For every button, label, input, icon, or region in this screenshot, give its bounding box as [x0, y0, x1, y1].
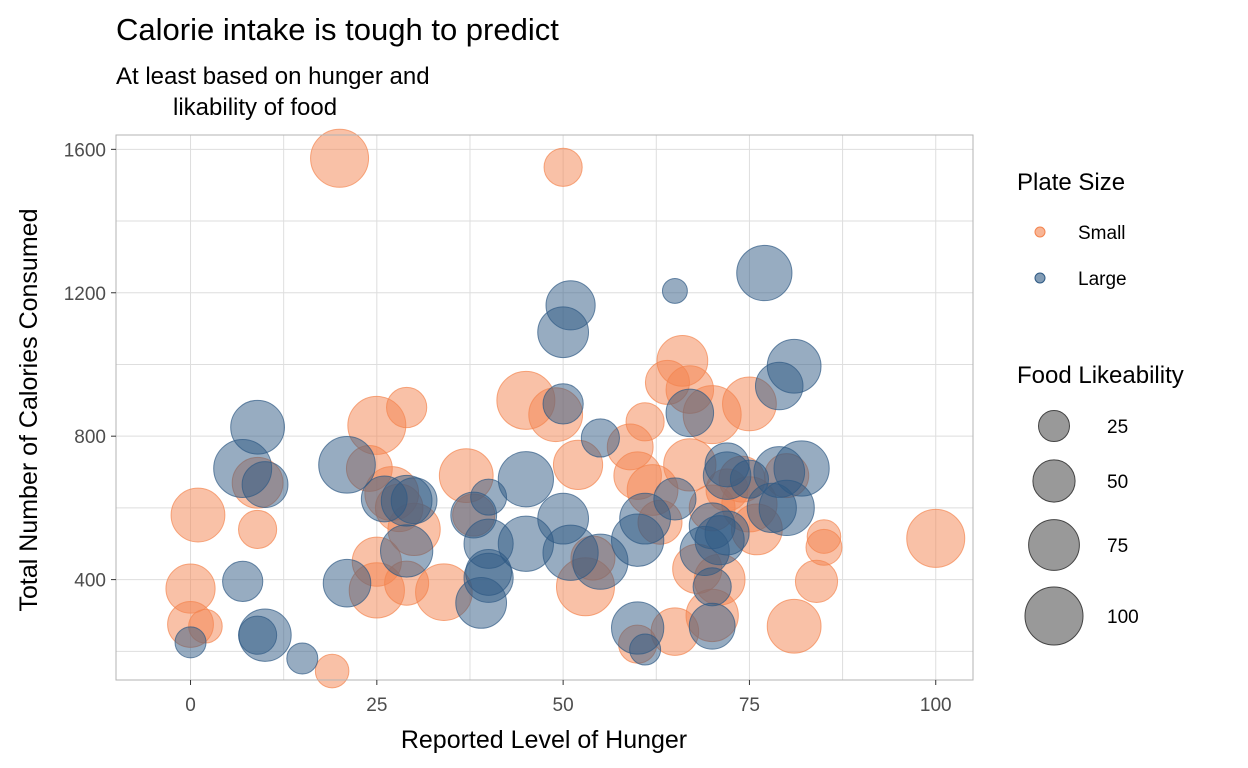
legend-title-food-likeability: Food Likeability: [1017, 362, 1184, 389]
data-point-small: [794, 559, 839, 603]
size-legend-label: 50: [1107, 472, 1128, 493]
x-tick-label: 50: [553, 695, 574, 716]
data-point-large: [241, 461, 289, 509]
x-tick-label: 0: [185, 695, 196, 716]
data-point-small: [310, 128, 370, 188]
data-point-large: [463, 552, 514, 603]
data-point-large: [736, 244, 793, 302]
data-point-small: [386, 386, 428, 429]
y-tick-label: 1600: [64, 140, 106, 161]
color-legend-entries: Small Large: [1034, 223, 1127, 290]
x-axis-ticks: 0 25 50 75 100: [185, 680, 952, 716]
data-point-large: [379, 524, 434, 578]
size-legend-label: 75: [1107, 536, 1128, 557]
data-point-small: [805, 528, 843, 566]
data-point-large: [542, 383, 584, 425]
chart-subtitle-line-1: At least based on hunger and: [116, 63, 430, 90]
data-point-large: [665, 388, 715, 438]
data-point-large: [692, 567, 732, 607]
chart-title: Calorie intake is tough to predict: [116, 12, 559, 47]
x-tick-label: 75: [739, 695, 760, 716]
legend-title-plate-size: Plate Size: [1017, 169, 1125, 196]
size-legend-key: [1028, 519, 1080, 571]
data-point-small: [625, 402, 665, 442]
data-point-large: [653, 477, 697, 521]
data-point-large: [230, 399, 285, 455]
data-point-small: [766, 598, 822, 654]
data-point-small: [238, 509, 278, 549]
data-point-large: [766, 338, 822, 394]
legend-key-small: [1034, 226, 1046, 238]
size-legend-label: 25: [1107, 417, 1128, 438]
data-point-large: [322, 558, 372, 608]
y-axis-title: Total Number of Calories Consumed: [15, 209, 43, 612]
data-point-large: [704, 510, 750, 556]
data-point-large: [238, 608, 292, 662]
data-point-large: [773, 440, 830, 497]
y-tick-label: 1200: [64, 284, 106, 305]
legend: Plate Size Small Large Food Likeability 2…: [1017, 169, 1184, 646]
data-point-large: [661, 278, 688, 304]
chart-subtitle-line-2: likability of food: [173, 94, 337, 121]
legend-label-small: Small: [1078, 223, 1126, 244]
data-point-large: [174, 626, 207, 659]
data-point-large: [497, 451, 554, 508]
x-tick-label: 100: [920, 695, 952, 716]
data-point-large: [688, 602, 736, 650]
size-legend-entries: 25 50 75 100: [1024, 410, 1139, 646]
data-point-large: [629, 633, 662, 666]
legend-label-large: Large: [1078, 269, 1127, 290]
x-axis-title: Reported Level of Hunger: [401, 726, 687, 754]
plot-panel-border: [115, 134, 974, 681]
legend-key-large: [1034, 272, 1046, 284]
y-axis-ticks: 400 800 1200 1600: [64, 140, 116, 592]
data-point-large: [545, 280, 596, 331]
data-point-large: [222, 560, 264, 603]
size-legend-key: [1032, 459, 1076, 503]
data-point-large: [318, 436, 376, 494]
size-legend-label: 100: [1107, 607, 1139, 628]
data-point-large: [580, 418, 620, 458]
data-point-large: [390, 477, 438, 525]
data-point-small: [170, 487, 226, 543]
y-tick-label: 400: [74, 571, 106, 592]
data-point-small: [906, 508, 966, 568]
data-points: [165, 128, 966, 689]
data-point-large: [286, 642, 319, 675]
size-legend-key: [1024, 586, 1084, 646]
x-tick-label: 25: [366, 695, 387, 716]
data-point-small: [543, 147, 583, 187]
y-tick-label: 800: [74, 427, 106, 448]
data-point-small: [314, 653, 350, 689]
size-legend-key: [1038, 410, 1070, 442]
